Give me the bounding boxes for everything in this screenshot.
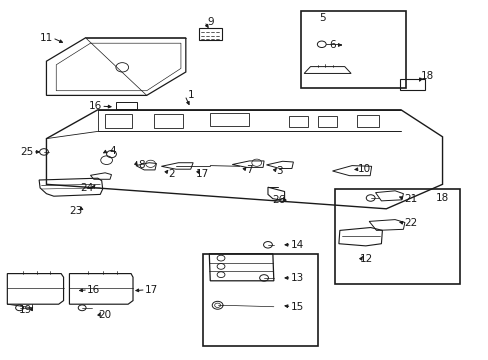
Text: 1: 1 bbox=[187, 90, 194, 100]
Text: 7: 7 bbox=[245, 165, 252, 175]
Text: 8: 8 bbox=[138, 159, 145, 170]
Text: 15: 15 bbox=[290, 302, 304, 312]
Text: 5: 5 bbox=[319, 13, 325, 23]
Bar bbox=[300, 11, 405, 88]
Text: 26: 26 bbox=[271, 195, 285, 205]
Text: 12: 12 bbox=[359, 254, 373, 264]
Bar bbox=[116, 102, 137, 109]
Text: 14: 14 bbox=[290, 240, 304, 250]
Text: 23: 23 bbox=[69, 206, 82, 216]
Bar bbox=[154, 114, 183, 128]
Text: 11: 11 bbox=[40, 33, 53, 43]
Text: 18: 18 bbox=[435, 193, 448, 203]
Text: 18: 18 bbox=[420, 71, 434, 81]
Text: 25: 25 bbox=[20, 147, 34, 157]
Text: 17: 17 bbox=[196, 168, 209, 179]
Bar bbox=[199, 28, 222, 40]
Text: 6: 6 bbox=[328, 40, 335, 50]
Bar bbox=[210, 113, 249, 126]
Text: 16: 16 bbox=[87, 285, 101, 295]
Text: 20: 20 bbox=[99, 310, 111, 320]
Text: 2: 2 bbox=[167, 168, 174, 179]
Text: 4: 4 bbox=[109, 146, 116, 156]
Text: 16: 16 bbox=[88, 101, 102, 111]
Text: 13: 13 bbox=[290, 273, 304, 283]
Text: 24: 24 bbox=[80, 183, 94, 193]
Bar bbox=[334, 189, 459, 284]
Text: 3: 3 bbox=[276, 166, 283, 176]
Text: 10: 10 bbox=[357, 164, 370, 174]
Text: 19: 19 bbox=[19, 305, 32, 315]
Text: 21: 21 bbox=[403, 194, 417, 204]
Bar bbox=[356, 115, 378, 127]
Bar bbox=[288, 116, 307, 127]
Bar bbox=[399, 79, 425, 90]
Bar bbox=[105, 114, 132, 128]
Text: 17: 17 bbox=[144, 285, 158, 295]
Bar bbox=[317, 116, 337, 127]
Text: 22: 22 bbox=[403, 218, 417, 228]
Text: 9: 9 bbox=[206, 17, 213, 27]
Bar bbox=[203, 254, 317, 346]
